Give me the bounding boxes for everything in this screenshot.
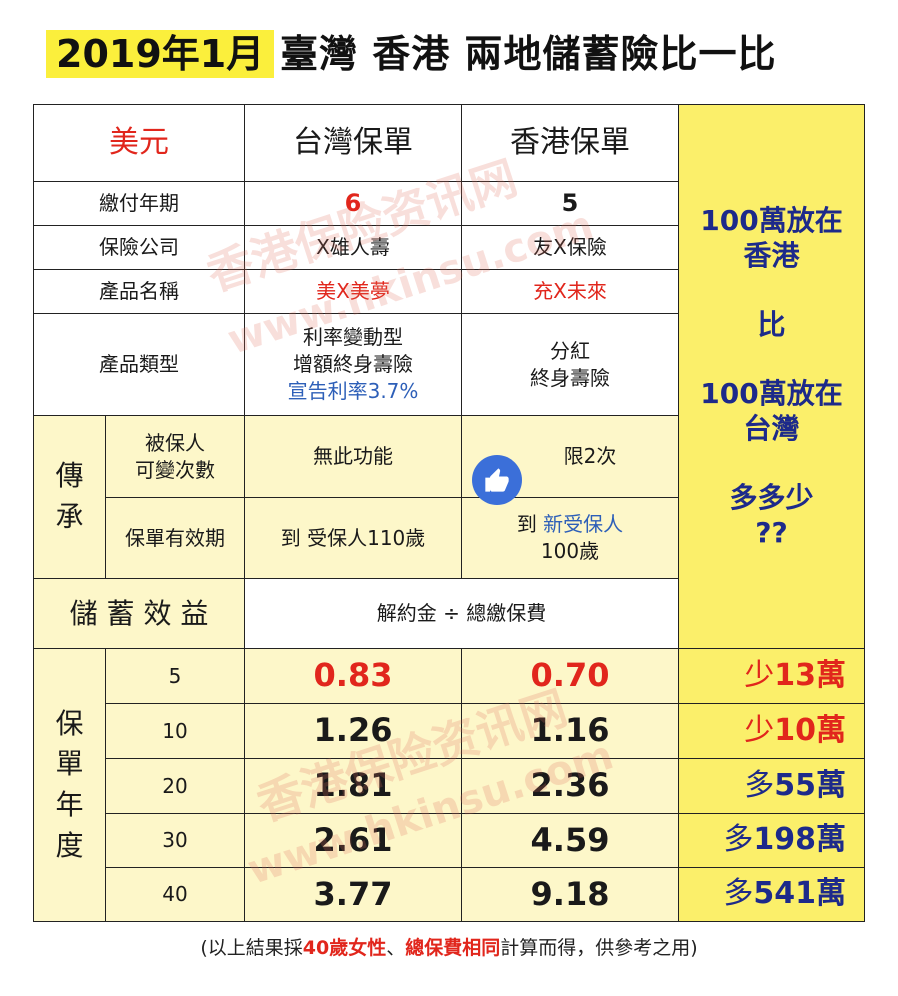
type-label: 產品類型 xyxy=(33,313,245,416)
diff-amount: 198萬 xyxy=(753,822,846,858)
side-line-6: 多多少 xyxy=(729,481,814,514)
footnote-same-premium: 總保費相同 xyxy=(405,937,501,959)
inherit-char-2: 承 xyxy=(55,500,84,533)
tw-ratio: 3.77 xyxy=(244,867,462,922)
pay-years-hk: 5 xyxy=(461,181,679,226)
inherit-char-1: 傳 xyxy=(55,459,84,493)
title-main: 臺灣 香港 兩地儲蓄險比一比 xyxy=(280,32,777,76)
footnote: (以上結果採40歲女性、總保費相同計算而得，供參考之用) xyxy=(0,928,898,968)
diff-value: 少13萬 xyxy=(678,648,865,704)
type-tw-line-1: 利率變動型 xyxy=(303,325,403,349)
side-line-1: 100萬放在 xyxy=(700,204,843,237)
diff-amount: 13萬 xyxy=(774,657,846,693)
hk-ratio: 1.16 xyxy=(461,703,679,759)
validity-label: 保單有效期 xyxy=(105,497,245,579)
title-date: 2019年1月 xyxy=(46,30,275,78)
hk-column-header: 香港保單 xyxy=(461,104,679,182)
year-label: 5 xyxy=(105,648,245,704)
hk-ratio: 0.70 xyxy=(461,648,679,704)
diff-prefix: 少 xyxy=(744,657,775,693)
diff-value: 多198萬 xyxy=(678,813,865,868)
policy-year-group-label: 保 單 年 度 xyxy=(33,648,106,922)
type-hk: 分紅 終身壽險 xyxy=(461,313,679,416)
diff-prefix: 多 xyxy=(723,876,754,912)
year-label: 30 xyxy=(105,813,245,868)
declared-rate: 宣告利率3.7% xyxy=(287,379,419,403)
insured-change-line-1: 被保人 xyxy=(145,430,205,455)
side-line-2: 香港 xyxy=(743,239,800,272)
product-tw: 美X美夢 xyxy=(244,269,462,314)
product-hk: 充X未來 xyxy=(461,269,679,314)
validity-hk-prefix: 到 xyxy=(516,512,537,536)
inherit-group-label: 傳 承 xyxy=(33,415,106,579)
benefit-label: 儲 蓄 效 益 xyxy=(33,578,245,649)
validity-tw: 到 受保人110歲 xyxy=(244,497,462,579)
year-label: 10 xyxy=(105,703,245,759)
diff-value: 少10萬 xyxy=(678,703,865,759)
diff-prefix: 少 xyxy=(744,712,775,748)
diff-prefix: 多 xyxy=(744,767,775,803)
year-label: 20 xyxy=(105,758,245,814)
footnote-prefix: (以上結果採 xyxy=(200,937,303,959)
tw-ratio: 1.26 xyxy=(244,703,462,759)
company-hk: 友X保險 xyxy=(461,225,679,270)
type-hk-line-2: 終身壽險 xyxy=(530,365,610,390)
type-tw-line-2: 增額終身壽險 xyxy=(293,352,413,376)
hk-ratio: 2.36 xyxy=(461,758,679,814)
validity-hk-new-insured: 新受保人 xyxy=(543,512,624,536)
tw-ratio: 2.61 xyxy=(244,813,462,868)
diff-prefix: 多 xyxy=(723,822,754,858)
pay-years-tw: 6 xyxy=(244,181,462,226)
policy-year-char-3: 年 xyxy=(55,788,84,821)
policy-year-char-1: 保 xyxy=(55,706,84,740)
side-line-4: 100萬放在 xyxy=(700,377,843,410)
diff-value: 多55萬 xyxy=(678,758,865,814)
product-label: 產品名稱 xyxy=(33,269,245,314)
diff-amount: 541萬 xyxy=(753,876,846,912)
footnote-separator: 、 xyxy=(386,937,406,959)
policy-year-char-2: 單 xyxy=(55,747,84,781)
insured-change-tw: 無此功能 xyxy=(244,415,462,498)
company-tw: X雄人壽 xyxy=(244,225,462,270)
hk-ratio: 4.59 xyxy=(461,813,679,868)
thumbs-up-icon xyxy=(472,455,522,505)
type-hk-line-1: 分紅 xyxy=(550,338,590,363)
tw-column-header: 台灣保單 xyxy=(244,104,462,182)
insured-change-line-2: 可變次數 xyxy=(135,457,215,482)
validity-hk-line-2: 100歲 xyxy=(540,539,600,563)
side-line-7: ?? xyxy=(755,516,788,549)
validity-hk-line-1: 到 新受保人 xyxy=(517,511,623,538)
policy-year-char-4: 度 xyxy=(55,828,84,862)
year-label: 40 xyxy=(105,867,245,922)
validity-hk: 到 新受保人 100歲 xyxy=(461,497,679,579)
comparison-table: 美元 台灣保單 香港保單 100萬放在 香港 比 100萬放在 台灣 多多少 ?… xyxy=(33,104,865,922)
tw-ratio: 0.83 xyxy=(244,648,462,704)
type-tw: 利率變動型 增額終身壽險 宣告利率3.7% xyxy=(244,313,462,416)
tw-ratio: 1.81 xyxy=(244,758,462,814)
hk-ratio: 9.18 xyxy=(461,867,679,922)
title-bar: 2019年1月 臺灣 香港 兩地儲蓄險比一比 xyxy=(0,0,898,92)
diff-value: 多541萬 xyxy=(678,867,865,922)
diff-amount: 55萬 xyxy=(774,767,846,803)
currency-header: 美元 xyxy=(33,104,245,182)
pay-years-label: 繳付年期 xyxy=(33,181,245,226)
side-question-panel: 100萬放在 香港 比 100萬放在 台灣 多多少 ?? xyxy=(678,104,865,649)
footnote-suffix: 計算而得，供參考之用) xyxy=(500,937,698,959)
company-label: 保險公司 xyxy=(33,225,245,270)
footnote-age-gender: 40歲女性 xyxy=(302,937,387,959)
benefit-formula: 解約金 ÷ 總繳保費 xyxy=(244,578,679,649)
insured-change-label: 被保人 可變次數 xyxy=(105,415,245,498)
diff-amount: 10萬 xyxy=(774,712,846,748)
side-line-3: 比 xyxy=(757,308,786,341)
side-line-5: 台灣 xyxy=(743,412,800,445)
